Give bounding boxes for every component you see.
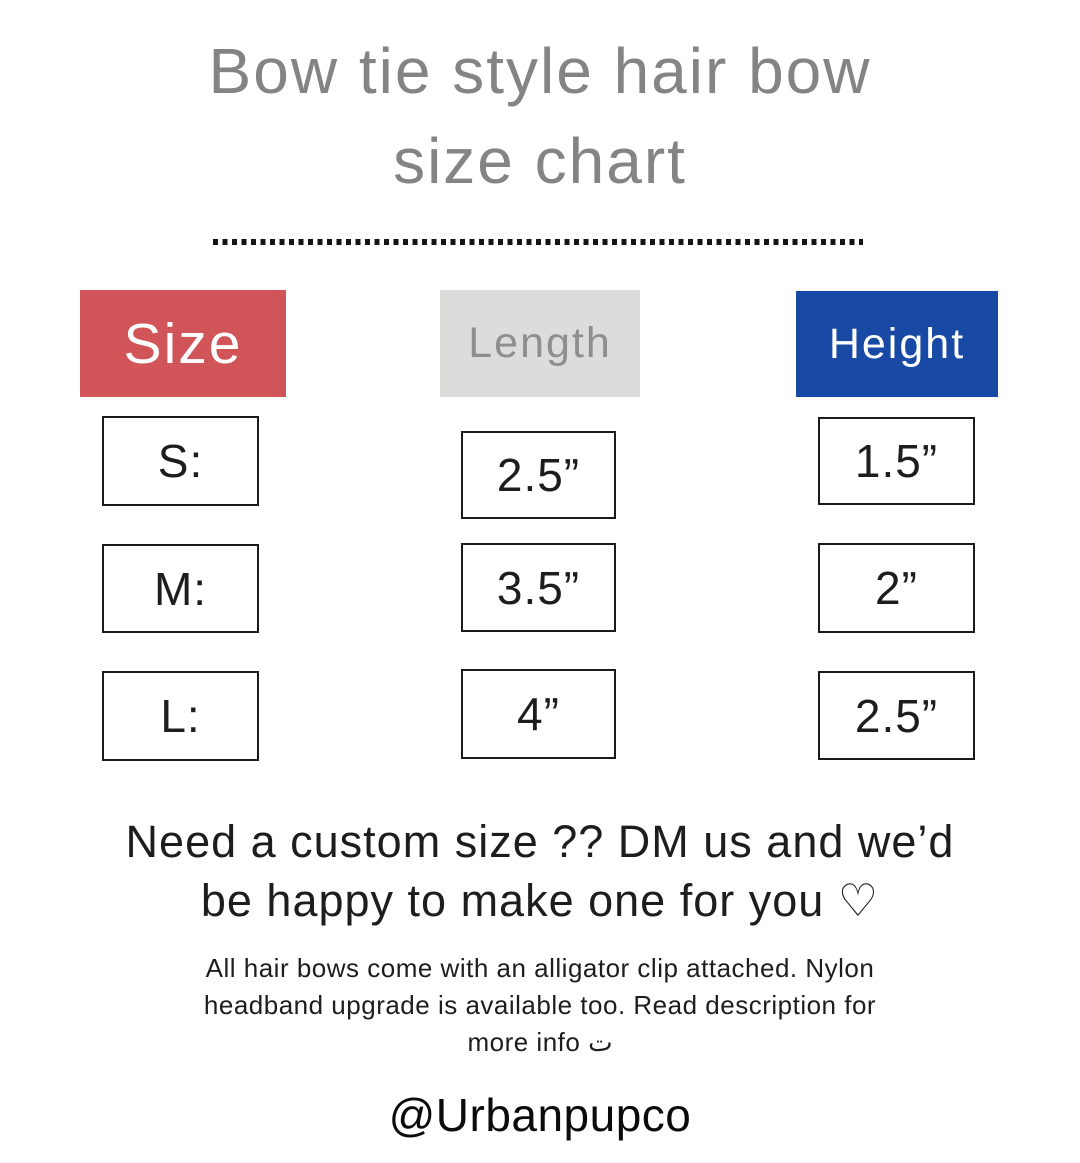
- cell-height-l: 2.5”: [818, 671, 975, 760]
- cell-size-m-value: M:: [153, 562, 208, 615]
- column-header-length: Length: [440, 290, 640, 397]
- clip-info-note-line-1: All hair bows come with an alligator cli…: [205, 953, 875, 983]
- clip-info-note-line-3: more info ت: [467, 1027, 613, 1057]
- custom-size-note-line-1: Need a custom size ?? DM us and we’d: [125, 816, 955, 867]
- cell-height-m-value: 2”: [875, 562, 918, 614]
- cell-height-m: 2”: [818, 543, 975, 633]
- column-header-height-label: Height: [828, 319, 966, 368]
- clip-info-note: All hair bows come with an alligator cli…: [0, 950, 1080, 1061]
- custom-size-note-line-2: be happy to make one for you ♡: [200, 875, 880, 926]
- cell-length-l-value: 4”: [517, 688, 560, 740]
- cell-length-m-value: 3.5”: [496, 561, 581, 614]
- page-title-line-2: size chart: [393, 125, 687, 197]
- cell-size-s: S:: [102, 416, 259, 506]
- social-handle-text: @Urbanpupco: [388, 1089, 692, 1141]
- cell-height-s: 1.5”: [818, 417, 975, 505]
- cell-size-s-value: S:: [157, 435, 204, 487]
- cell-size-l: L:: [102, 671, 259, 761]
- page-title-line-1: Bow tie style hair bow: [208, 35, 872, 107]
- page-title: Bow tie style hair bow size chart: [0, 26, 1080, 206]
- column-header-size: Size: [80, 290, 286, 397]
- column-header-length-label: Length: [468, 319, 612, 367]
- cell-height-l-value: 2.5”: [854, 689, 939, 742]
- cell-length-l: 4”: [461, 669, 616, 759]
- cell-size-m: M:: [102, 544, 259, 633]
- custom-size-note: Need a custom size ?? DM us and we’d be …: [0, 812, 1080, 930]
- cell-length-m: 3.5”: [461, 543, 616, 632]
- cell-height-s-value: 1.5”: [854, 435, 939, 487]
- column-header-height: Height: [796, 291, 998, 397]
- social-handle: @Urbanpupco: [0, 1088, 1080, 1142]
- cell-size-l-value: L:: [160, 690, 201, 742]
- column-header-size-label: Size: [123, 311, 243, 376]
- cell-length-s: 2.5”: [461, 431, 616, 519]
- dotted-divider: [213, 239, 863, 245]
- cell-length-s-value: 2.5”: [496, 449, 581, 501]
- clip-info-note-line-2: headband upgrade is available too. Read …: [203, 990, 877, 1020]
